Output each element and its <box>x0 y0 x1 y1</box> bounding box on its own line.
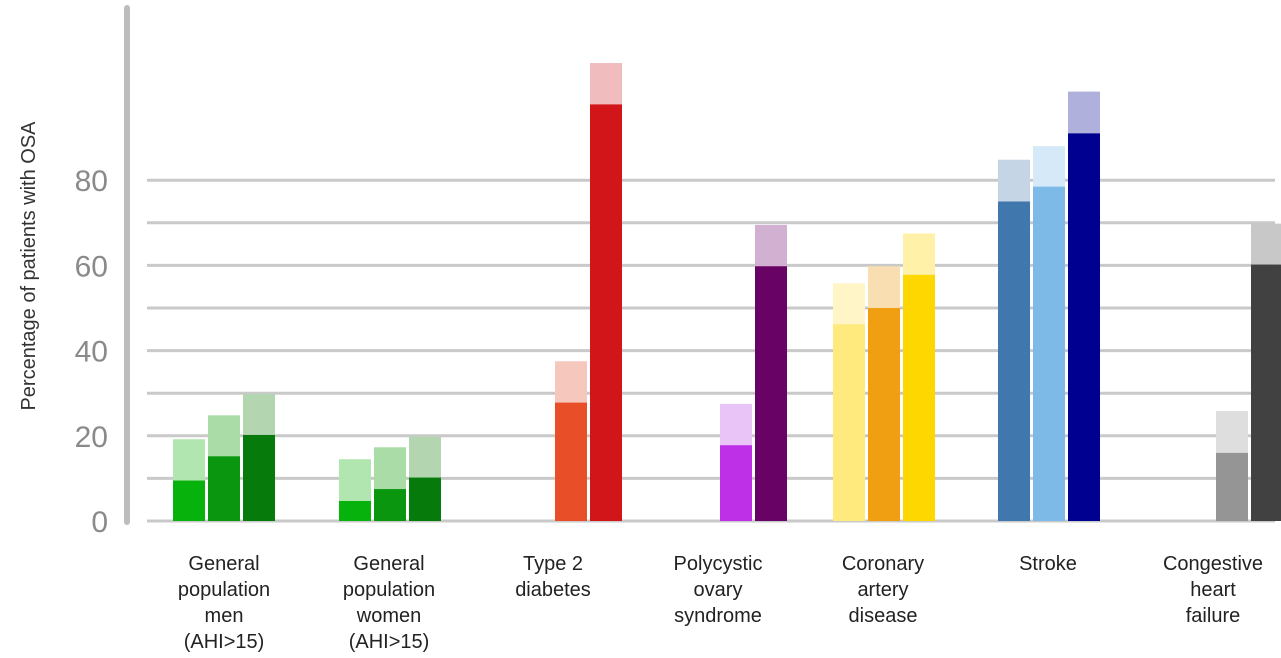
category-label: Polycystic ovary syndrome <box>674 553 763 627</box>
bar-group <box>833 233 935 521</box>
bar-range-upper <box>720 403 752 446</box>
category-label: Coronary artery disease <box>842 553 924 627</box>
bar-range-lower <box>243 434 275 521</box>
bar-range-lower <box>555 402 587 521</box>
bar-range-lower <box>903 274 935 521</box>
category-labels: General population men (AHI>15) General popul… <box>178 553 1263 653</box>
y-tick-label: 20 <box>75 421 108 454</box>
bar-range-lower <box>1251 264 1281 521</box>
bar-group <box>173 394 275 521</box>
category-label: Congestive heart failure <box>1163 553 1263 627</box>
bar-group <box>339 436 441 521</box>
bar-range-lower <box>590 104 622 521</box>
bar-range-upper <box>1251 223 1281 265</box>
bar-range-upper <box>868 266 900 308</box>
bar-range-upper <box>590 63 622 105</box>
bar-range-upper <box>555 361 587 403</box>
category-label: Type 2 diabetes <box>515 553 591 601</box>
category-label: General population women (AHI>15) <box>343 553 435 653</box>
bar-range-lower <box>833 324 865 521</box>
bar-range-upper <box>374 447 406 490</box>
bar-group <box>1216 223 1281 521</box>
bar-range-upper <box>173 439 205 481</box>
bar-range-upper <box>1216 411 1248 453</box>
bar-range-lower <box>1033 186 1065 521</box>
bar-group <box>720 224 787 521</box>
y-tick-label: 60 <box>75 250 108 283</box>
bar-range-lower <box>755 266 787 521</box>
bar-range-upper <box>833 283 865 325</box>
y-axis-label: Percentage of patients with OSA <box>18 121 40 411</box>
y-tick-label: 80 <box>75 165 108 198</box>
bar-range-upper <box>1068 91 1100 134</box>
gridlines <box>147 178 1275 523</box>
bar-range-lower <box>409 477 441 521</box>
y-tick-label: 40 <box>75 336 108 369</box>
y-tick-label: 0 <box>91 506 108 539</box>
bar-range-upper <box>998 159 1030 202</box>
bar-range-upper <box>243 394 275 435</box>
bar-range-upper <box>1033 146 1065 187</box>
category-label: Stroke <box>1019 553 1077 575</box>
bar-range-upper <box>755 224 787 267</box>
bar-range-lower <box>998 201 1030 521</box>
bar-range-upper <box>409 436 441 478</box>
bar-range-lower <box>1068 133 1100 521</box>
bar-range-lower <box>1216 452 1248 521</box>
bar-range-lower <box>339 500 371 521</box>
bars <box>173 63 1281 521</box>
category-label: General population men (AHI>15) <box>178 553 270 653</box>
bar-range-lower <box>208 456 240 521</box>
bar-group <box>555 63 622 521</box>
bar-range-upper <box>208 415 240 457</box>
bar-range-lower <box>374 489 406 521</box>
bar-range-upper <box>339 459 371 501</box>
bar-range-lower <box>868 308 900 521</box>
bar-range-lower <box>720 445 752 521</box>
bar-range-upper <box>903 233 935 275</box>
bar-range-lower <box>173 480 205 521</box>
y-tick-labels: 0 20 40 60 80 <box>75 165 108 539</box>
bar-group <box>998 91 1100 521</box>
